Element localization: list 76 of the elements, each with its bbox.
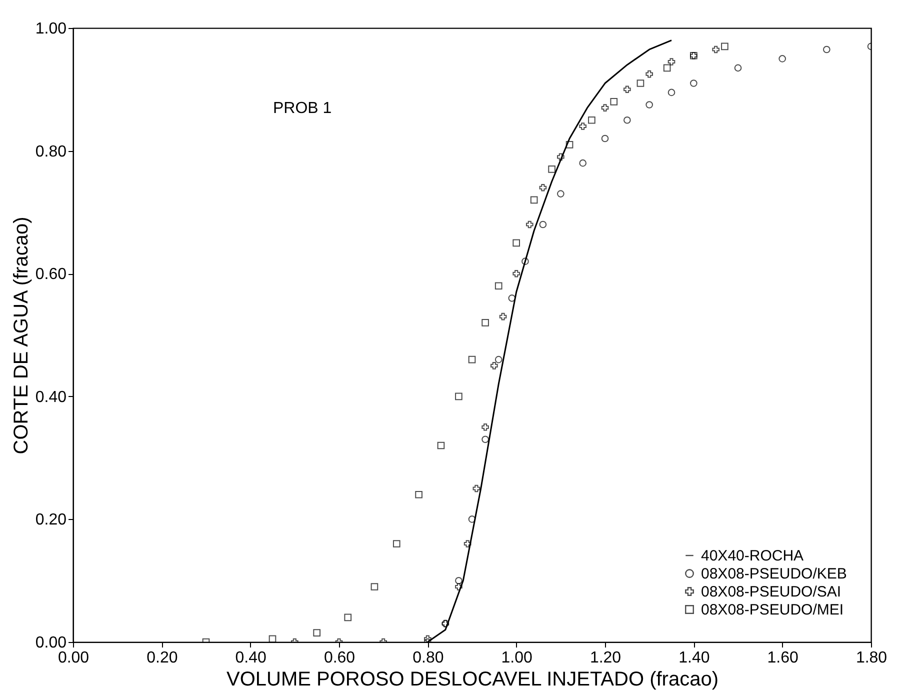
point (468, 356, 476, 364)
point (557, 190, 564, 198)
x-tick-label: 0.80 (412, 650, 444, 666)
point (566, 141, 574, 148)
point (579, 159, 586, 167)
point (512, 239, 520, 247)
x-axis-title: VOLUME POROSO DESLOCAVEL INJETADO (fracao) (226, 668, 718, 690)
y-tick-label: 0.00 (35, 634, 67, 652)
point (313, 629, 320, 636)
point (663, 64, 671, 72)
point (601, 104, 609, 112)
point (468, 516, 476, 523)
y-tick-label: 0.80 (35, 143, 67, 160)
y-tick-label: 0.40 (35, 388, 67, 406)
point (624, 86, 631, 94)
point (601, 134, 609, 142)
point (490, 362, 498, 370)
point (482, 436, 489, 444)
point (721, 42, 728, 50)
point (437, 442, 445, 450)
point (392, 540, 400, 548)
point (482, 319, 489, 326)
x-tick-label: 0.60 (324, 650, 356, 666)
point (734, 64, 742, 72)
point (668, 88, 676, 96)
point (624, 116, 631, 124)
legend-label: 40X40-ROCHA (701, 548, 804, 564)
point (636, 80, 644, 87)
point (548, 166, 556, 173)
point (455, 576, 462, 584)
y-tick-label: 0.20 (35, 512, 67, 529)
annotation: PROB 1 (273, 100, 332, 117)
x-tick-label: 1.00 (501, 650, 533, 666)
point (268, 635, 276, 642)
point (690, 80, 698, 87)
point (508, 294, 516, 302)
point (494, 282, 502, 290)
point (588, 116, 596, 124)
legend-label: 08X08-PSEUDO/KEB (701, 566, 847, 582)
point (526, 220, 534, 228)
point (539, 184, 547, 192)
x-tick-label: 1.80 (856, 650, 888, 666)
point (610, 98, 618, 106)
point (539, 220, 547, 228)
point (415, 490, 422, 498)
point (494, 356, 502, 364)
point (646, 70, 653, 78)
point (712, 46, 720, 54)
point (512, 270, 520, 278)
y-tick-label: 1.00 (35, 20, 67, 38)
point (668, 58, 676, 66)
legend-label: 08X08-PSEUDO/SAI (701, 584, 842, 600)
x-tick-label: 0.20 (146, 650, 178, 666)
point (455, 583, 462, 590)
x-tick-label: 0.40 (235, 650, 267, 666)
point (499, 312, 507, 320)
legend-label: 08X08-PSEUDO/MEI (701, 602, 844, 618)
point (646, 101, 653, 108)
y-axis-title: CORTE DE AGUA (fracao) (10, 216, 32, 454)
point (530, 196, 538, 204)
point (464, 540, 472, 548)
point (455, 392, 462, 400)
point (522, 258, 529, 265)
x-tick-label: 1.60 (767, 650, 799, 666)
point (778, 55, 786, 62)
x-tick-label: 1.20 (590, 650, 622, 666)
point (482, 423, 489, 431)
x-tick-label: 1.40 (678, 650, 710, 666)
point (579, 122, 586, 130)
point (472, 484, 480, 492)
point (557, 153, 564, 161)
point (344, 614, 352, 622)
point (370, 583, 378, 590)
point (823, 46, 830, 54)
x-tick-label: 0.00 (58, 650, 90, 666)
y-tick-label: 0.60 (35, 266, 67, 284)
